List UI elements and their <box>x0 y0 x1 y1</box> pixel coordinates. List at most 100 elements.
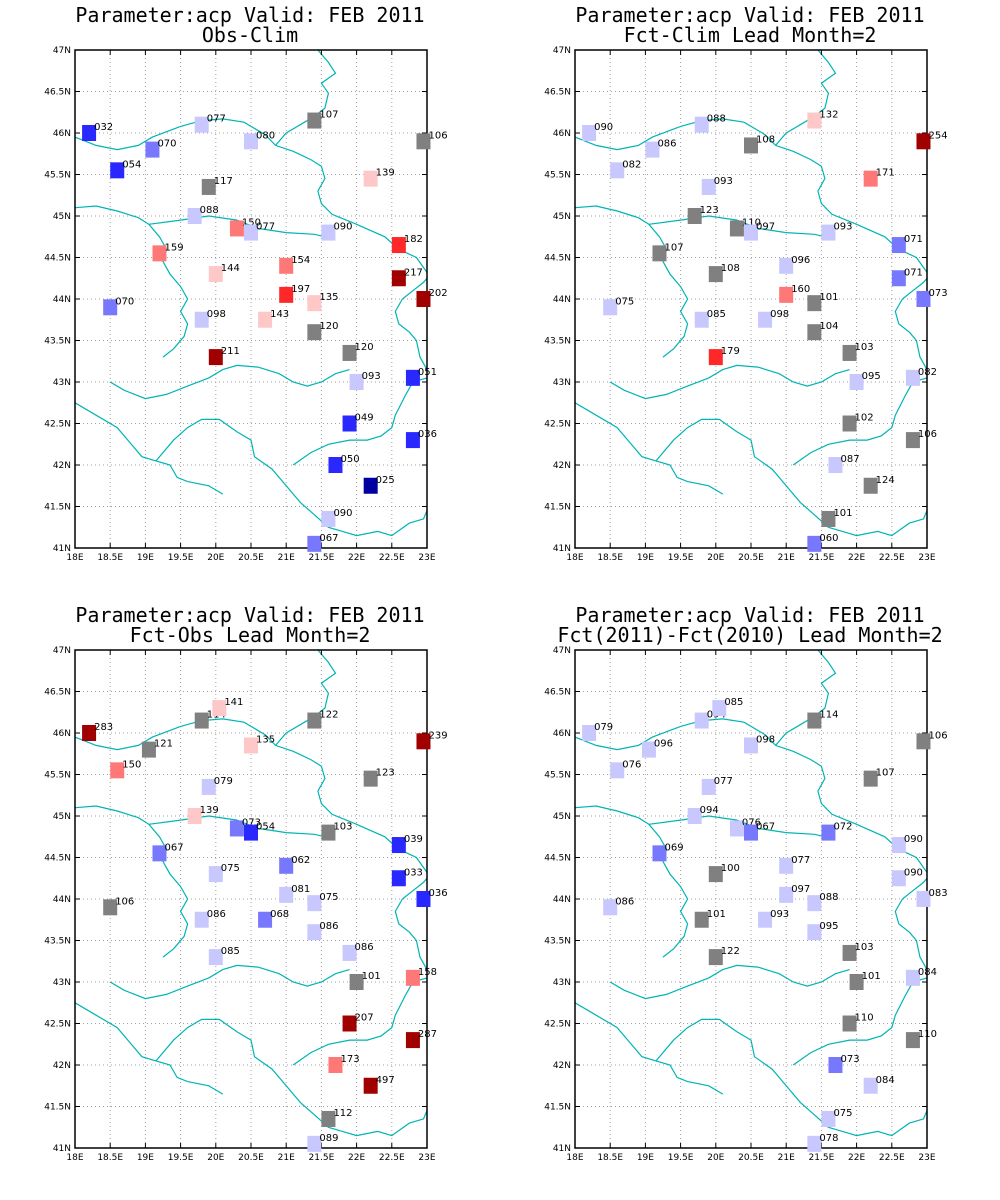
station-marker <box>863 770 878 787</box>
station-value-label: 103 <box>333 822 352 833</box>
y-tick-label: 41.5N <box>544 1103 571 1113</box>
station-marker <box>212 700 227 717</box>
y-tick-label: 45N <box>53 212 71 222</box>
station-marker <box>807 1135 822 1152</box>
chart-subtitle: Obs-Clim <box>201 23 299 47</box>
station-marker <box>842 1015 857 1032</box>
station-marker <box>208 266 223 283</box>
y-tick-label: 43.5N <box>544 337 571 347</box>
station-marker <box>244 133 258 150</box>
y-tick-label: 41.5N <box>544 503 571 513</box>
station-marker <box>863 477 878 494</box>
station-marker <box>321 824 336 841</box>
map-plot: 18E 18.5E 19E 19.5E 20E 20.5E 21E 21.5E 22E 22.5E… <box>544 46 947 563</box>
station-marker <box>405 369 420 386</box>
border-line <box>575 1002 724 1095</box>
station-value-label: 093 <box>714 176 733 187</box>
station-value-label: 086 <box>615 896 634 907</box>
station-marker <box>208 949 223 966</box>
map-plot: 18E 18.5E 19E 19.5E 20E 20.5E 21E 21.5E 22E 22.5E… <box>44 46 447 563</box>
station-marker <box>744 737 758 754</box>
y-tick-label: 42.5N <box>544 1020 571 1030</box>
chart-title: Parameter:acp Valid: FEB 2011 <box>575 3 925 27</box>
y-tick-label: 46.5N <box>44 688 71 698</box>
station-marker <box>307 535 322 552</box>
y-tick-label: 43N <box>553 978 571 988</box>
station-value-label: 497 <box>376 1075 395 1086</box>
station-value-label: 075 <box>221 863 240 874</box>
station-marker <box>110 762 125 779</box>
station-value-label: 239 <box>428 730 447 741</box>
station-marker <box>416 891 431 907</box>
station-marker <box>201 778 216 795</box>
border-line <box>894 298 927 370</box>
station-value-label: 123 <box>376 768 395 779</box>
station-marker <box>821 1110 836 1127</box>
station-value-label: 077 <box>714 776 733 787</box>
station-value-label: 097 <box>756 222 775 233</box>
station-marker <box>342 415 357 432</box>
station-value-label: 117 <box>214 176 233 187</box>
x-tick-label: 18.5E <box>597 1153 623 1163</box>
station-value-label: 101 <box>362 971 381 982</box>
station-value-label: 088 <box>707 114 726 125</box>
y-tick-label: 47N <box>53 646 71 656</box>
station-value-label: 086 <box>355 942 374 953</box>
x-tick-label: 22E <box>348 553 365 563</box>
border-line <box>148 215 333 239</box>
border-line <box>75 118 427 273</box>
station-marker <box>307 295 322 312</box>
map-plot: 18E 18.5E 19E 19.5E 20E 20.5E 21E 21.5E 22E 22.5E… <box>544 646 947 1163</box>
station-marker <box>363 770 378 787</box>
station-value-label: 144 <box>221 263 240 274</box>
station-marker <box>342 1015 357 1032</box>
x-tick-label: 19E <box>637 553 654 563</box>
station-value-label: 287 <box>418 1029 437 1040</box>
station-marker <box>321 510 336 527</box>
station-marker <box>342 344 357 361</box>
station-value-label: 025 <box>376 475 395 486</box>
x-tick-label: 18.5E <box>97 1153 123 1163</box>
station-value-label: 079 <box>594 722 613 733</box>
station-value-label: 120 <box>355 342 374 353</box>
station-marker <box>821 224 836 241</box>
y-tick-label: 45N <box>553 212 571 222</box>
x-tick-label: 21.5E <box>809 553 835 563</box>
station-value-label: 171 <box>876 168 895 179</box>
border-line <box>655 418 927 537</box>
y-tick-label: 43.5N <box>544 937 571 947</box>
chart-title: Parameter:acp Valid: FEB 2011 <box>75 3 425 27</box>
station-marker <box>342 944 357 961</box>
x-tick-label: 20.5E <box>738 553 764 563</box>
border-line <box>775 50 837 146</box>
station-marker <box>405 969 420 986</box>
border-lines <box>575 50 927 537</box>
station-marker <box>744 224 758 241</box>
station-value-label: 095 <box>862 371 881 382</box>
station-marker <box>842 344 857 361</box>
station-value-label: 085 <box>707 309 726 320</box>
x-tick-label: 19E <box>137 1153 154 1163</box>
y-tick-label: 46.5N <box>544 688 571 698</box>
station-value-label: 085 <box>221 946 240 957</box>
station-value-label: 062 <box>291 855 310 866</box>
y-tick-label: 44.5N <box>44 254 71 264</box>
station-marker <box>641 741 656 758</box>
station-marker <box>279 857 294 874</box>
station-marker <box>603 899 618 916</box>
station-marker <box>694 311 709 328</box>
station-marker <box>708 266 723 283</box>
station-marker <box>916 291 931 307</box>
x-tick-label: 19E <box>137 553 154 563</box>
station-value-label: 075 <box>833 1108 852 1119</box>
station-value-label: 107 <box>876 768 895 779</box>
station-value-label: 033 <box>404 867 423 878</box>
station-value-label: 084 <box>876 1075 895 1086</box>
station-value-label: 096 <box>654 739 673 750</box>
station-value-label: 098 <box>756 734 775 745</box>
station-value-label: 087 <box>840 454 859 465</box>
station-value-label: 032 <box>94 122 113 133</box>
border-line <box>75 718 427 873</box>
y-tick-label: 42N <box>53 461 71 471</box>
station-marker <box>391 837 406 854</box>
